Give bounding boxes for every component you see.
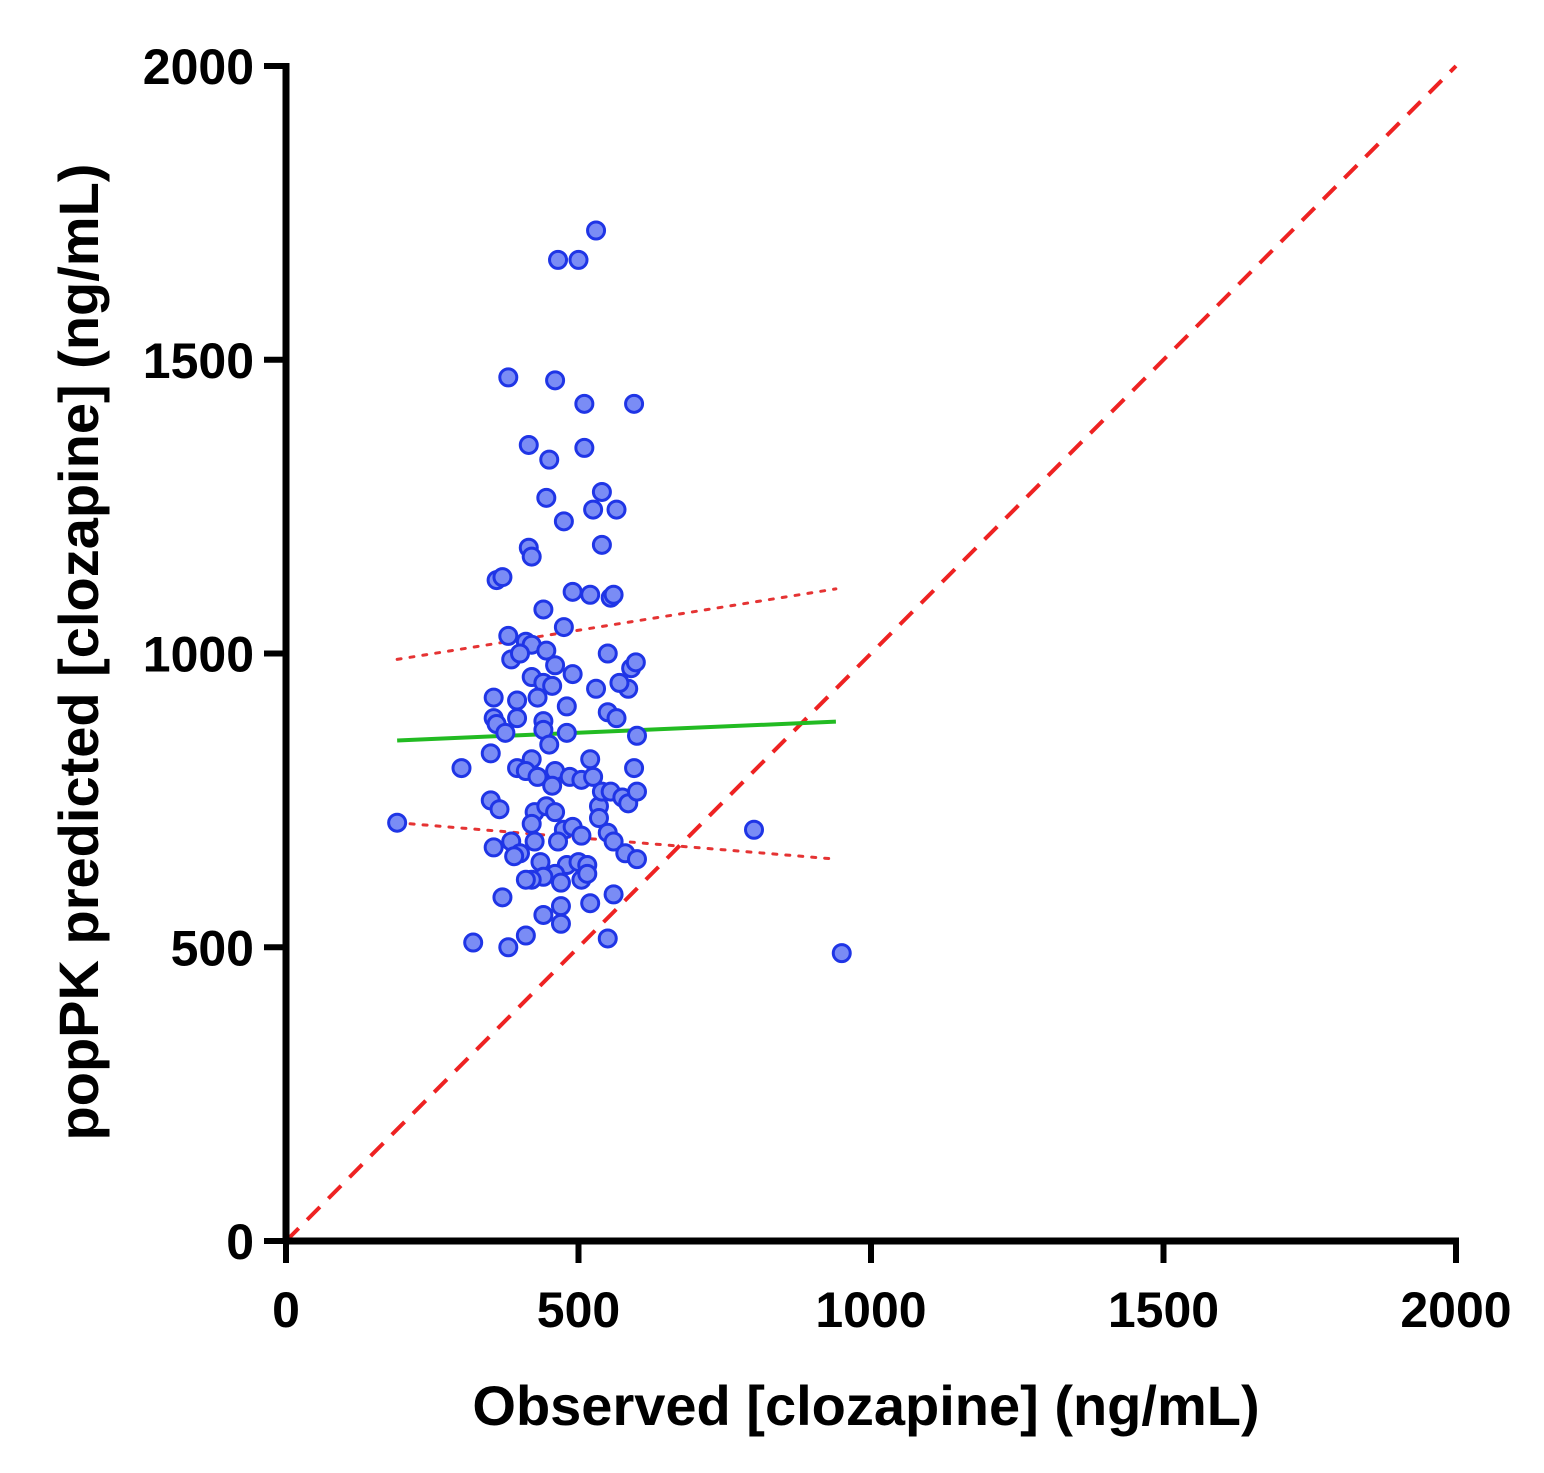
data-point: [627, 849, 647, 870]
data-point: [609, 672, 630, 693]
y-tick-label: 1500: [143, 333, 254, 389]
data-point: [562, 664, 583, 685]
data-point: [588, 808, 609, 828]
data-point: [553, 617, 574, 638]
data-point: [556, 722, 577, 743]
data-point: [498, 625, 519, 646]
data-point: [603, 884, 624, 905]
x-tick-label: 0: [272, 1282, 300, 1338]
y-ticks-layer: 0 500 1000 1500 2000: [143, 39, 286, 1270]
data-point: [597, 643, 618, 664]
data-point: [591, 481, 612, 502]
data-point: [625, 652, 646, 673]
data-point: [524, 831, 545, 852]
data-point: [518, 434, 539, 455]
data-point: [831, 943, 852, 964]
data-point: [603, 584, 624, 605]
data-point: [627, 781, 647, 802]
data-point: [387, 812, 408, 833]
data-point: [606, 499, 627, 520]
data-point: [597, 928, 618, 949]
data-point: [583, 766, 604, 787]
data-point: [553, 511, 574, 532]
data-point: [624, 758, 645, 779]
data-point: [545, 370, 566, 391]
data-point: [536, 640, 557, 661]
y-axis-title: popPK predicted [clozapine] (ng/mL): [47, 164, 110, 1141]
data-point: [504, 846, 525, 867]
data-point: [480, 743, 501, 764]
x-tick-label: 2000: [1400, 1282, 1511, 1338]
data-point: [539, 734, 560, 755]
data-point: [507, 708, 528, 729]
data-point: [521, 813, 542, 834]
data-point: [556, 696, 577, 717]
data-point: [548, 831, 569, 852]
data-point: [571, 825, 592, 846]
x-ticks-layer: 0 500 1000 1500 2000: [272, 1241, 1512, 1338]
data-point: [568, 249, 589, 270]
x-tick-label: 1500: [1108, 1282, 1219, 1338]
data-point: [603, 831, 624, 852]
data-point: [562, 581, 583, 602]
data-point: [536, 487, 557, 508]
data-point: [591, 534, 612, 555]
data-point: [744, 819, 764, 840]
confidence-band-upper: [395, 587, 838, 661]
data-point: [580, 749, 601, 770]
data-point: [550, 872, 571, 893]
data-point: [515, 869, 536, 890]
data-point: [533, 904, 554, 925]
data-point: [545, 655, 566, 676]
reference-lines-layer: [284, 64, 1458, 1243]
data-point: [550, 913, 571, 934]
data-point: [550, 896, 571, 917]
y-tick-label: 500: [171, 920, 254, 976]
data-point: [495, 722, 516, 743]
regression-line: [397, 719, 836, 743]
data-point: [463, 932, 484, 953]
data-point: [507, 690, 528, 711]
data-point: [542, 675, 563, 696]
data-point: [548, 249, 569, 270]
data-point: [483, 837, 504, 858]
x-tick-label: 1000: [815, 1282, 926, 1338]
data-points-layer: [387, 220, 852, 964]
data-point: [498, 367, 519, 388]
data-point: [451, 758, 472, 779]
data-point: [542, 775, 563, 796]
identity-line: [284, 64, 1458, 1243]
data-point: [574, 437, 595, 458]
data-point: [539, 449, 560, 470]
data-point: [521, 546, 542, 567]
data-point: [498, 937, 519, 958]
data-point: [489, 799, 510, 820]
data-point: [586, 220, 607, 241]
data-point: [492, 567, 513, 588]
data-point: [533, 599, 554, 620]
data-point: [492, 887, 513, 908]
data-point: [583, 499, 604, 520]
data-point: [580, 584, 601, 605]
data-point: [580, 893, 601, 914]
data-point: [606, 708, 627, 729]
data-point: [527, 766, 548, 787]
data-point: [577, 863, 598, 884]
data-point: [624, 393, 645, 414]
x-axis-title: Observed [clozapine] (ng/mL): [472, 1374, 1259, 1437]
y-tick-label: 2000: [143, 39, 254, 95]
x-tick-label: 500: [537, 1282, 620, 1338]
data-point: [510, 643, 530, 664]
data-point: [483, 687, 504, 708]
data-point: [527, 687, 548, 708]
y-tick-label: 1000: [143, 627, 254, 683]
data-point: [545, 802, 566, 823]
data-point: [627, 725, 647, 746]
y-tick-label: 0: [226, 1214, 254, 1270]
data-point: [574, 393, 595, 414]
data-point: [515, 925, 536, 946]
data-point: [586, 678, 607, 699]
